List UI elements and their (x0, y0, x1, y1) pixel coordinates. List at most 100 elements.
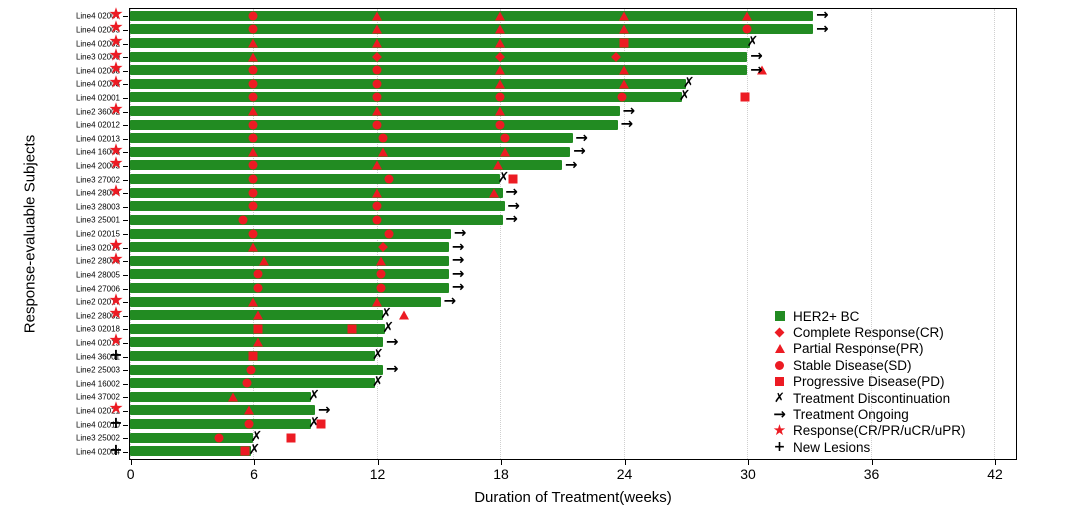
subject-label: Line3 02009 (75, 52, 120, 62)
subject-label: Line4 16003 (75, 147, 120, 157)
legend-item: → Treatment Ongoing (772, 406, 966, 423)
triangle-marker-icon (495, 106, 506, 116)
y-tick-mark (123, 315, 128, 317)
y-tick-mark (123, 125, 128, 127)
subject-label: Line4 02005 (75, 25, 120, 35)
treatment-discontinuation-x-icon: ✗ (372, 374, 384, 391)
circle-legend-icon (772, 360, 787, 370)
circle-marker-icon (248, 92, 258, 102)
subject-label: Line2 02017 (75, 297, 120, 307)
treatment-bar (130, 51, 748, 62)
subject-label: Line4 02008 (75, 66, 120, 76)
triangle-marker-icon (371, 297, 382, 307)
triangle-marker-icon (495, 38, 506, 48)
treatment-bar (130, 78, 686, 89)
legend-item: ★ Response(CR/PR/uCR/uPR) (772, 423, 966, 439)
y-tick-mark (123, 288, 128, 290)
triangle-marker-icon (252, 337, 263, 347)
y-tick-mark (123, 234, 128, 236)
subject-label: Line2 28002 (75, 311, 120, 321)
y-tick-mark (123, 16, 128, 18)
y-tick-mark (123, 206, 128, 208)
y-tick-mark (123, 274, 128, 276)
treatment-ongoing-arrow-icon: → (507, 196, 520, 215)
legend-label: New Lesions (793, 439, 871, 455)
new-lesions-plus-icon: + (109, 344, 123, 364)
triangle-marker-icon (371, 188, 382, 198)
treatment-discontinuation-x-icon: ✗ (380, 306, 393, 323)
circle-marker-icon (242, 378, 252, 388)
circle-marker-icon (372, 92, 382, 102)
square-legend-icon (772, 377, 787, 387)
subject-label: Line4 02002 (75, 39, 120, 49)
y-tick-mark (123, 179, 128, 181)
x-tick-mark (748, 460, 750, 465)
y-tick-mark (123, 410, 128, 412)
treatment-discontinuation-x-icon: ✗ (497, 170, 510, 187)
triangle-marker-icon (398, 310, 409, 320)
triangle-marker-icon (248, 297, 259, 307)
triangle-marker-icon (227, 392, 238, 402)
response-star-icon: ★ (108, 140, 124, 161)
new-lesions-plus-icon: + (109, 412, 123, 432)
triangle-marker-icon (248, 38, 259, 48)
square-marker-icon (619, 38, 629, 48)
x-tick-mark (871, 460, 873, 465)
triangle-marker-icon (376, 256, 387, 266)
subject-label: Line3 28003 (75, 202, 120, 212)
square-marker-icon (347, 324, 357, 334)
response-star-icon: ★ (108, 58, 124, 79)
treatment-discontinuation-x-icon: ✗ (308, 387, 320, 404)
subject-label: Line3 25001 (75, 215, 120, 225)
gridline (747, 9, 749, 459)
treatment-bar (130, 255, 449, 266)
treatment-bar (130, 24, 814, 35)
square-marker-icon (286, 433, 296, 443)
subject-label: Line4 02021 (75, 406, 120, 416)
subject-label: Line4 27006 (75, 284, 120, 294)
response-star-icon: ★ (108, 398, 124, 419)
treatment-discontinuation-x-icon: ✗ (678, 88, 691, 105)
y-tick-mark (123, 138, 128, 140)
treatment-discontinuation-x-icon: ✗ (308, 414, 320, 431)
legend-label: Treatment Ongoing (793, 407, 909, 423)
treatment-discontinuation-x-icon: ✗ (682, 74, 695, 91)
y-tick-mark (123, 438, 128, 440)
x-axis-title: Duration of Treatment(weeks) (474, 489, 672, 506)
triangle-marker-icon (248, 242, 259, 252)
treatment-ongoing-arrow-icon: → (453, 223, 467, 242)
subject-label: Line4 02019 (75, 338, 120, 348)
treatment-ongoing-arrow-icon: → (575, 128, 588, 147)
circle-marker-icon (248, 229, 258, 238)
response-star-icon: ★ (108, 303, 124, 324)
treatment-ongoing-arrow-icon: → (564, 155, 578, 174)
circle-marker-icon (372, 215, 382, 225)
triangle-marker-icon (371, 160, 382, 170)
legend-item: Complete Response(CR) (772, 324, 966, 340)
subject-label: Line3 27002 (75, 175, 120, 185)
circle-marker-icon (248, 11, 258, 21)
subject-label: Line2 36002 (75, 107, 120, 117)
circle-icon (775, 360, 784, 370)
treatment-ongoing-arrow-icon: → (317, 400, 331, 419)
triangle-marker-icon (248, 147, 259, 157)
legend-label: Treatment Discontinuation (793, 390, 951, 406)
triangle-legend-icon (772, 344, 787, 354)
circle-marker-icon (248, 120, 258, 130)
subject-label: Line4 28004 (75, 188, 120, 198)
response-star-icon: ★ (108, 45, 124, 66)
y-tick-mark (123, 342, 128, 344)
treatment-bar (130, 92, 682, 103)
response-star-icon: ★ (108, 235, 124, 256)
treatment-ongoing-arrow-icon: → (505, 209, 518, 228)
y-tick-mark (123, 43, 128, 45)
y-tick-mark (123, 302, 128, 304)
response-star-icon: ★ (108, 31, 124, 52)
y-tick-mark (123, 220, 128, 222)
circle-marker-icon (246, 365, 256, 375)
treatment-ongoing-arrow-icon: → (451, 250, 465, 269)
subject-label: Line4 02010 (75, 420, 120, 430)
y-tick-mark (123, 451, 128, 453)
triangle-marker-icon (618, 65, 629, 75)
subject-label: Line4 20003 (75, 161, 120, 171)
